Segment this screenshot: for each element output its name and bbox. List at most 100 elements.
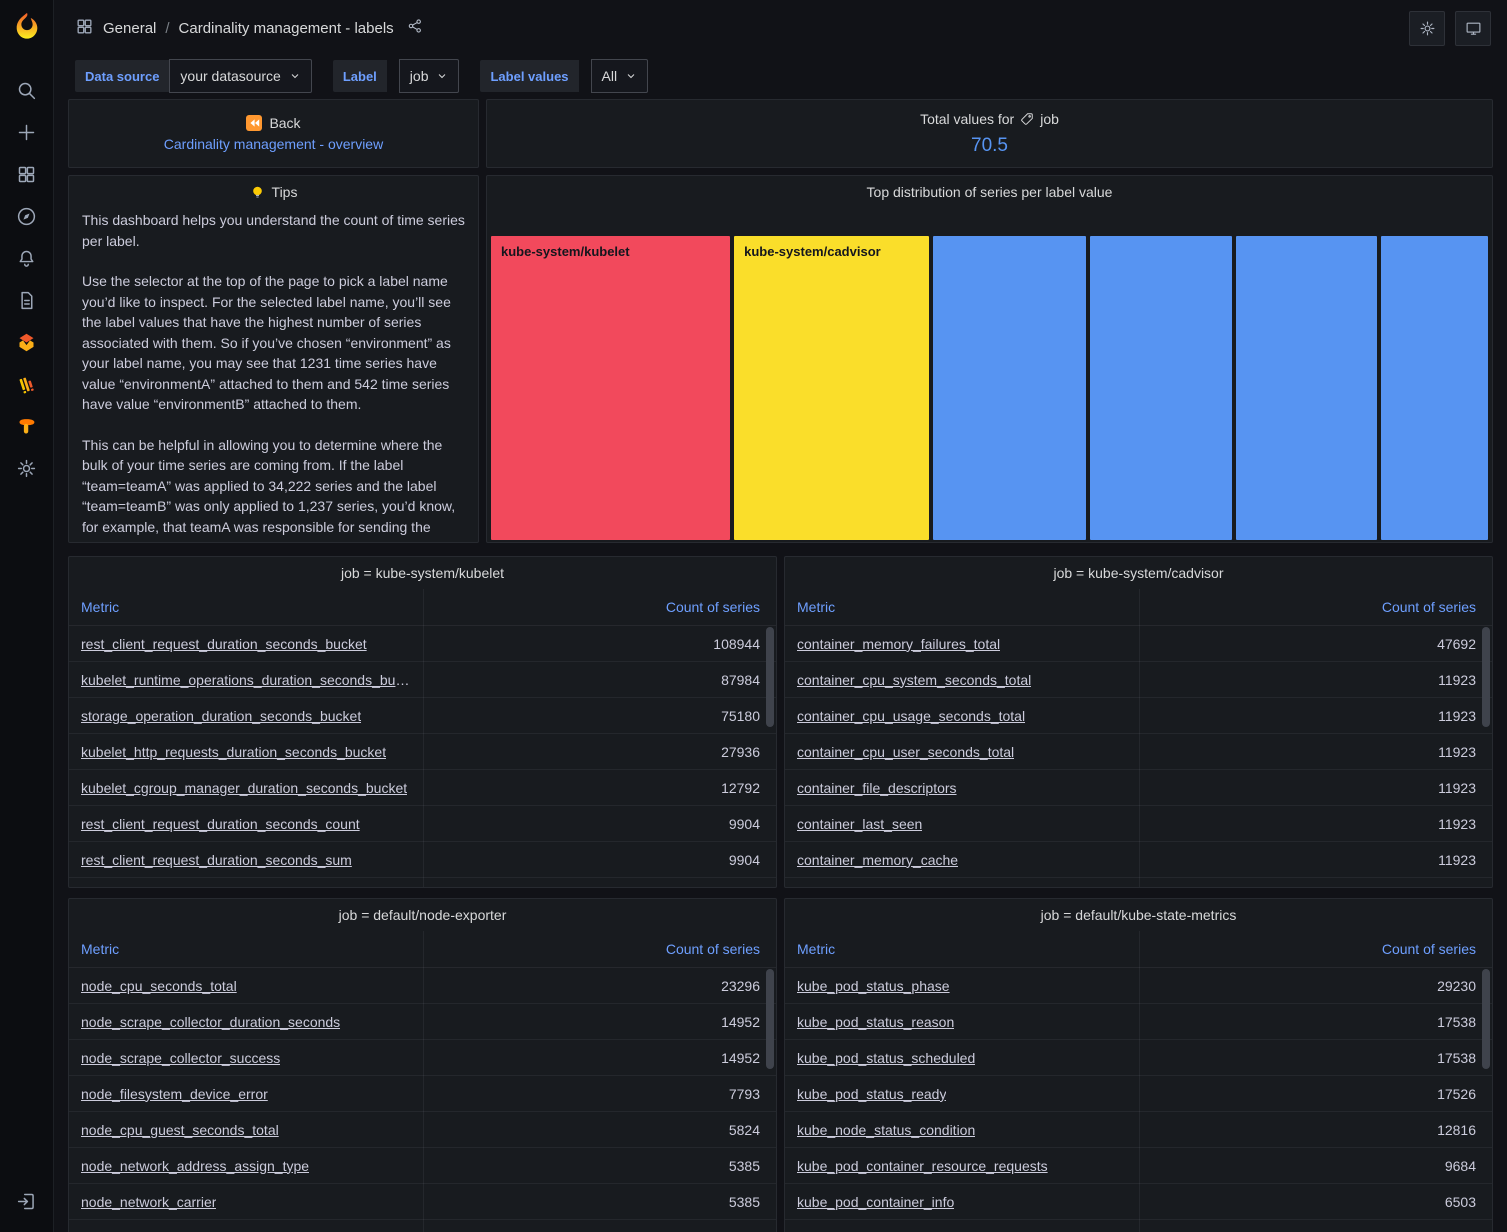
table-row: container_memory_failures_total 47692	[785, 626, 1492, 662]
column-header-metric[interactable]: Metric	[797, 599, 836, 615]
column-header-metric[interactable]: Metric	[797, 941, 836, 957]
metric-link[interactable]: rest_client_request_duration_seconds_sum	[81, 851, 352, 868]
distribution-title: Top distribution of series per label val…	[866, 184, 1113, 200]
column-divider	[422, 931, 424, 1232]
search-icon[interactable]	[6, 69, 48, 111]
docs-page-icon[interactable]	[6, 279, 48, 321]
panel-title[interactable]: Top distribution of series per label val…	[487, 176, 1492, 208]
overview-link[interactable]: Cardinality management - overview	[163, 136, 384, 152]
metric-link[interactable]: container_last_seen	[797, 815, 923, 832]
kiosk-monitor-button[interactable]	[1455, 10, 1491, 46]
metric-link[interactable]: node_scrape_collector_duration_seconds	[81, 1013, 341, 1030]
breadcrumb-separator: /	[165, 19, 170, 37]
column-header-count[interactable]: Count of series	[665, 599, 760, 615]
table-row: node_scrape_collector_duration_seconds 14…	[69, 1004, 776, 1040]
table-row: kube_pod_status_ready 17526	[785, 1076, 1492, 1112]
mimir-app-icon[interactable]	[6, 321, 48, 363]
metric-link[interactable]: kubelet_runtime_operations_duration_seco…	[81, 671, 411, 688]
distribution-bar[interactable]	[1236, 236, 1377, 540]
series-count: 11923	[1438, 815, 1476, 832]
explore-compass-icon[interactable]	[6, 195, 48, 237]
column-header-count[interactable]: Count of series	[1381, 599, 1476, 615]
metric-link[interactable]: node_filesystem_device_error	[81, 1085, 268, 1102]
distribution-bar[interactable]	[1089, 236, 1233, 540]
table-scrollbar[interactable]	[766, 627, 774, 727]
table-row: kube_pod_container_info 6503	[785, 1184, 1492, 1220]
panel-table-kubelet: job = kube-system/kubelet Metric Count o…	[68, 556, 777, 888]
metric-link[interactable]: kube_pod_status_scheduled	[797, 1049, 976, 1066]
label-values-variable-select[interactable]: All	[590, 59, 649, 93]
distribution-bar[interactable]	[933, 236, 1086, 540]
metric-link[interactable]: kubelet_http_requests_duration_seconds_b…	[81, 743, 387, 760]
distribution-bar[interactable]: kube-system/cadvisor	[734, 236, 930, 540]
column-header-metric[interactable]: Metric	[81, 941, 120, 957]
metric-link[interactable]: kube_pod_status_reason	[797, 1013, 955, 1030]
panel-title[interactable]: job = default/kube-state-metrics	[1040, 907, 1237, 923]
series-count: 108944	[713, 635, 760, 652]
share-icon[interactable]	[403, 18, 423, 38]
dashboards-icon[interactable]	[6, 153, 48, 195]
metric-link[interactable]: kube_pod_status_phase	[797, 977, 950, 994]
table-scrollbar[interactable]	[766, 969, 774, 1069]
metric-link[interactable]: container_memory_cache	[797, 851, 959, 868]
table-row: kube_pod_status_scheduled 17538	[785, 1040, 1492, 1076]
alerting-bell-icon[interactable]	[6, 237, 48, 279]
series-count: 47692	[1437, 635, 1476, 652]
table-scrollbar[interactable]	[1482, 969, 1490, 1069]
distribution-bar[interactable]: kube-system/kubelet	[491, 236, 731, 540]
sign-in-icon[interactable]	[6, 1180, 48, 1222]
panel-distribution: Top distribution of series per label val…	[486, 175, 1493, 543]
series-count: 12792	[721, 779, 760, 796]
table-header: Metric Count of series	[69, 589, 776, 626]
panel-title[interactable]: job = default/node-exporter	[338, 907, 507, 923]
column-header-metric[interactable]: Metric	[81, 599, 120, 615]
panel-title[interactable]: Total values for job	[920, 111, 1059, 127]
metric-link[interactable]: kube_pod_container_resource_requests	[797, 1157, 1048, 1174]
total-title-suffix: job	[1040, 110, 1059, 127]
metric-link[interactable]: node_scrape_collector_success	[81, 1049, 281, 1066]
column-header-count[interactable]: Count of series	[1381, 941, 1476, 957]
metric-link[interactable]: container_cpu_system_seconds_total	[797, 671, 1032, 688]
add-icon[interactable]	[6, 111, 48, 153]
label-variable-select[interactable]: job	[398, 59, 460, 93]
panel-title[interactable]: job = kube-system/cadvisor	[1053, 565, 1224, 581]
table-row: kube_pod_status_phase 29230	[785, 968, 1492, 1004]
metric-link[interactable]: kube_node_status_condition	[797, 1121, 976, 1138]
metric-link[interactable]: kubelet_cgroup_manager_duration_seconds_…	[81, 779, 408, 796]
metric-link[interactable]: container_memory_failures_total	[797, 635, 1001, 652]
series-count: 9684	[1444, 1157, 1476, 1174]
datasource-variable-select[interactable]: your datasource	[169, 59, 312, 93]
loki-app-icon[interactable]	[6, 363, 48, 405]
metric-link[interactable]: kube_pod_status_ready	[797, 1085, 947, 1102]
metric-link[interactable]: container_cpu_usage_seconds_total	[797, 707, 1026, 724]
series-count: 17538	[1437, 1049, 1476, 1066]
panel-title[interactable]: job = kube-system/kubelet	[340, 565, 505, 581]
metric-link[interactable]: node_cpu_seconds_total	[81, 977, 237, 994]
table-row: container_cpu_usage_seconds_total 11923	[785, 698, 1492, 734]
table-row: container_cpu_system_seconds_total 11923	[785, 662, 1492, 698]
table-row: node_network_carrier 5385	[69, 1184, 776, 1220]
column-header-count[interactable]: Count of series	[665, 941, 760, 957]
breadcrumb-section[interactable]: General	[103, 19, 157, 37]
table-body: node_cpu_seconds_total 23296 node_scrape_c…	[69, 968, 776, 1220]
tag-icon	[1021, 112, 1033, 125]
metric-link[interactable]: node_network_address_assign_type	[81, 1157, 310, 1174]
table-scrollbar[interactable]	[1482, 627, 1490, 727]
tempo-app-icon[interactable]	[6, 405, 48, 447]
metric-link[interactable]: node_network_carrier	[81, 1193, 217, 1210]
metric-link[interactable]: kube_pod_container_info	[797, 1193, 955, 1210]
distribution-chart: kube-system/kubelet kube-system/cadvisor	[491, 236, 1488, 540]
metric-link[interactable]: container_cpu_user_seconds_total	[797, 743, 1015, 760]
dashboard-settings-button[interactable]	[1409, 10, 1445, 46]
tips-paragraph: This can be helpful in allowing you to d…	[82, 436, 456, 535]
table-row: kube_pod_container_resource_requests 9684	[785, 1148, 1492, 1184]
metric-link[interactable]: container_file_descriptors	[797, 779, 957, 796]
settings-gear-icon[interactable]	[6, 447, 48, 489]
metric-link[interactable]: node_cpu_guest_seconds_total	[81, 1121, 279, 1138]
metric-link[interactable]: rest_client_request_duration_seconds_buc…	[81, 635, 367, 652]
grafana-logo-icon[interactable]	[12, 11, 42, 41]
distribution-bar[interactable]	[1380, 236, 1488, 540]
panel-title[interactable]: Tips	[69, 176, 478, 208]
metric-link[interactable]: storage_operation_duration_seconds_bucke…	[81, 707, 362, 724]
metric-link[interactable]: rest_client_request_duration_seconds_cou…	[81, 815, 360, 832]
